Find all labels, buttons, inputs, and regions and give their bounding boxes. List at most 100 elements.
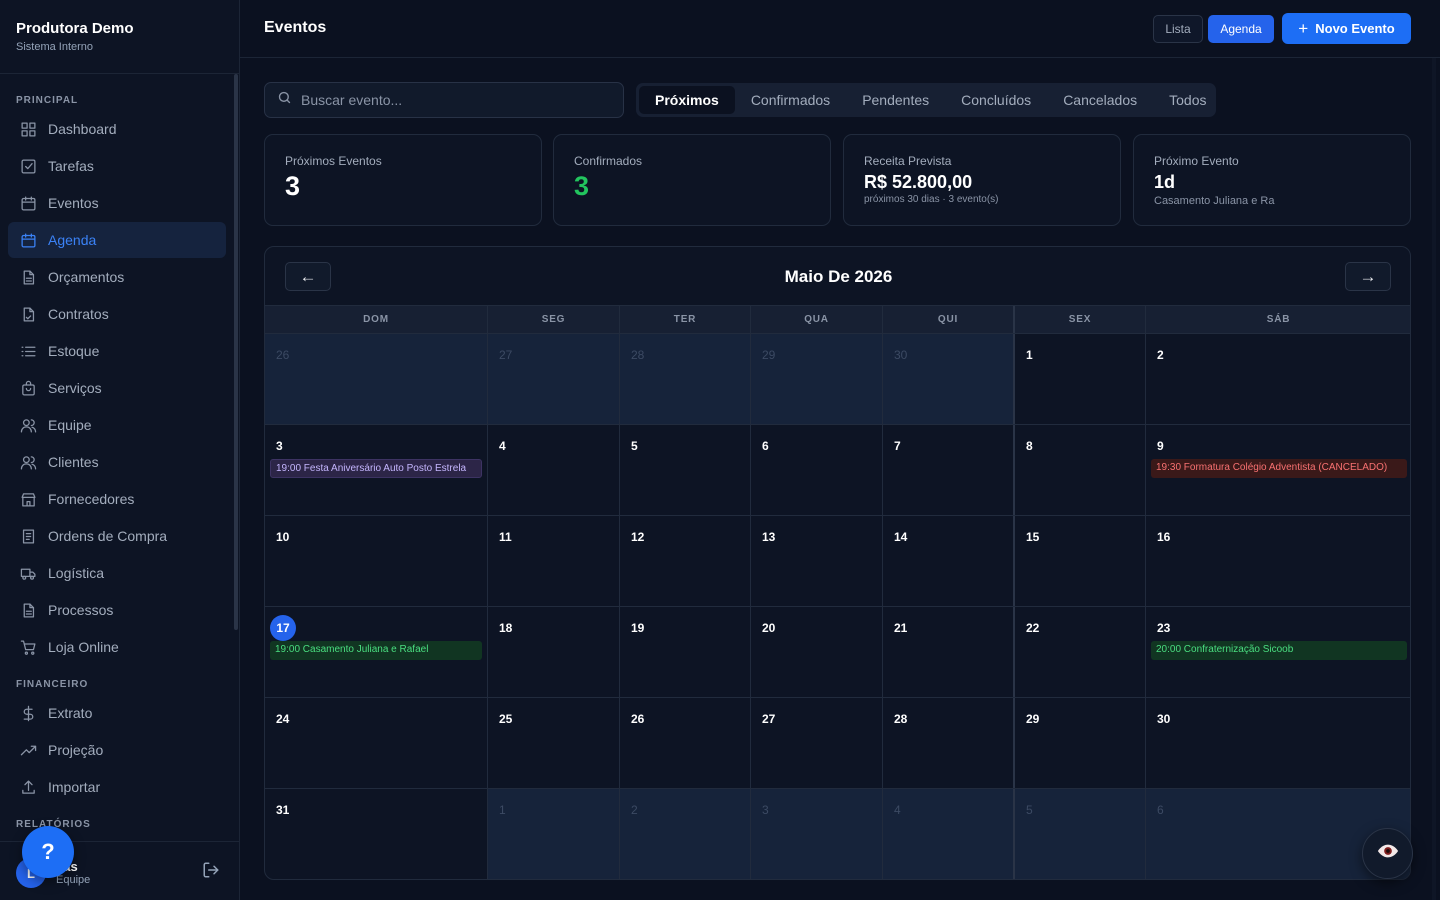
- day-number: 29: [762, 348, 776, 362]
- sidebar-item-processos[interactable]: Processos: [8, 592, 226, 628]
- calendar-icon: [20, 195, 37, 212]
- weekday-label: QUI: [883, 306, 1015, 333]
- calendar-day[interactable]: 26: [265, 334, 488, 424]
- plus-icon: +: [1298, 19, 1309, 38]
- next-month-button[interactable]: →: [1345, 262, 1391, 291]
- calendar-day[interactable]: 1: [1015, 334, 1146, 424]
- sidebar-item-loja-online[interactable]: Loja Online: [8, 629, 226, 665]
- agenda-view-button[interactable]: Agenda: [1208, 15, 1274, 43]
- sidebar-item-label: Processos: [48, 602, 114, 618]
- calendar-day[interactable]: 1: [488, 789, 620, 879]
- tab-concluidos[interactable]: Concluídos: [961, 92, 1032, 108]
- calendar-day[interactable]: 26: [620, 698, 751, 788]
- calendar-day[interactable]: 24: [265, 698, 488, 788]
- calendar-day[interactable]: 3 19:00 Festa Aniversário Auto Posto Estr…: [265, 425, 488, 515]
- calendar-day[interactable]: 3: [751, 789, 883, 879]
- new-event-button[interactable]: + Novo Evento: [1282, 13, 1411, 44]
- calendar-day[interactable]: 4: [488, 425, 620, 515]
- sidebar-item-tarefas[interactable]: Tarefas: [8, 148, 226, 184]
- sidebar-item-dashboard[interactable]: Dashboard: [8, 111, 226, 147]
- calendar-day[interactable]: 4: [883, 789, 1015, 879]
- sidebar-item-orcamentos[interactable]: Orçamentos: [8, 259, 226, 295]
- tab-confirmados[interactable]: Confirmados: [750, 92, 831, 108]
- users-icon: [20, 454, 37, 471]
- sidebar-item-importar[interactable]: Importar: [8, 769, 226, 805]
- calendar-day[interactable]: 30: [883, 334, 1015, 424]
- checkbox-icon: [20, 158, 37, 175]
- calendar-day[interactable]: 10: [265, 516, 488, 606]
- calendar-day[interactable]: 30: [1146, 698, 1410, 788]
- calendar-day[interactable]: 28: [620, 334, 751, 424]
- calendar-day[interactable]: 6: [751, 425, 883, 515]
- calendar-day[interactable]: 27: [488, 334, 620, 424]
- search-input[interactable]: [301, 92, 601, 108]
- calendar-day[interactable]: 2: [620, 789, 751, 879]
- day-number: 23: [1157, 621, 1171, 635]
- help-button[interactable]: ?: [22, 826, 74, 878]
- calendar-event[interactable]: 20:00 Confraternização Sicoob: [1151, 641, 1407, 660]
- sidebar-item-projecao[interactable]: Projeção: [8, 732, 226, 768]
- page-scrollbar[interactable]: [1432, 58, 1436, 900]
- visibility-button[interactable]: [1362, 828, 1413, 879]
- sidebar-item-logistica[interactable]: Logística: [8, 555, 226, 591]
- calendar-day[interactable]: 8: [1015, 425, 1146, 515]
- weekday-label: TER: [620, 306, 751, 333]
- day-number: 31: [276, 803, 290, 817]
- stat-value: 1d: [1154, 172, 1176, 192]
- calendar-day[interactable]: 5: [620, 425, 751, 515]
- stat-label: Próximo Evento: [1154, 154, 1239, 168]
- calendar-day[interactable]: 29: [1015, 698, 1146, 788]
- calendar-day[interactable]: 22: [1015, 607, 1146, 697]
- stat-note: Casamento Juliana e Ra: [1154, 195, 1275, 207]
- calendar-day[interactable]: 25: [488, 698, 620, 788]
- calendar-event[interactable]: 19:00 Festa Aniversário Auto Posto Estre…: [270, 459, 482, 478]
- list-view-button[interactable]: Lista: [1153, 15, 1203, 43]
- page-title: Eventos: [264, 19, 327, 36]
- calendar-day[interactable]: 18: [488, 607, 620, 697]
- tab-proximos[interactable]: Próximos: [639, 86, 735, 114]
- sidebar-item-servicos[interactable]: Serviços: [8, 370, 226, 406]
- sidebar-item-equipe[interactable]: Equipe: [8, 407, 226, 443]
- calendar-day[interactable]: 20: [751, 607, 883, 697]
- calendar-day[interactable]: 15: [1015, 516, 1146, 606]
- calendar-day[interactable]: 21: [883, 607, 1015, 697]
- search-icon: [277, 90, 301, 110]
- sidebar-scrollbar[interactable]: [234, 74, 238, 630]
- calendar-week: 31 1 2 3 4 5 6: [265, 789, 1410, 879]
- sidebar-item-agenda[interactable]: Agenda: [8, 222, 226, 258]
- calendar-day[interactable]: 13: [751, 516, 883, 606]
- calendar-day[interactable]: 9 19:30 Formatura Colégio Adventista (CAN…: [1146, 425, 1410, 515]
- tab-pendentes[interactable]: Pendentes: [862, 92, 930, 108]
- calendar: ← Maio De 2026 → DOM SEG TER QUA QUI SEX SÁB 26…: [264, 246, 1411, 880]
- calendar-day[interactable]: 14: [883, 516, 1015, 606]
- sidebar-item-eventos[interactable]: Eventos: [8, 185, 226, 221]
- calendar-day[interactable]: 16: [1146, 516, 1410, 606]
- calendar-day[interactable]: 29: [751, 334, 883, 424]
- day-number: 16: [1157, 530, 1171, 544]
- sidebar-nav: PRINCIPAL FINANCEIRO RELATÓRIOS Dashboar…: [0, 74, 240, 841]
- logout-icon[interactable]: [202, 861, 220, 879]
- calendar-event[interactable]: 19:00 Casamento Juliana e Rafael: [270, 641, 482, 660]
- calendar-day[interactable]: 23 20:00 Confraternização Sicoob: [1146, 607, 1410, 697]
- calendar-day[interactable]: 11: [488, 516, 620, 606]
- prev-month-button[interactable]: ←: [285, 262, 331, 291]
- calendar-day[interactable]: 5: [1015, 789, 1146, 879]
- sidebar-item-contratos[interactable]: Contratos: [8, 296, 226, 332]
- sidebar-item-estoque[interactable]: Estoque: [8, 333, 226, 369]
- tab-cancelados[interactable]: Cancelados: [1063, 92, 1138, 108]
- calendar-day[interactable]: 31: [265, 789, 488, 879]
- calendar-event[interactable]: 19:30 Formatura Colégio Adventista (CANC…: [1151, 459, 1407, 478]
- calendar-day[interactable]: 12: [620, 516, 751, 606]
- calendar-day[interactable]: 17 19:00 Casamento Juliana e Rafael: [265, 607, 488, 697]
- calendar-day[interactable]: 27: [751, 698, 883, 788]
- calendar-day[interactable]: 19: [620, 607, 751, 697]
- calendar-day[interactable]: 7: [883, 425, 1015, 515]
- sidebar-item-extrato[interactable]: Extrato: [8, 695, 226, 731]
- calendar-day[interactable]: 2: [1146, 334, 1410, 424]
- sidebar-item-clientes[interactable]: Clientes: [8, 444, 226, 480]
- search-box[interactable]: [264, 82, 624, 118]
- sidebar-item-fornecedores[interactable]: Fornecedores: [8, 481, 226, 517]
- tab-todos[interactable]: Todos: [1169, 92, 1207, 108]
- sidebar-item-ordens-de-compra[interactable]: Ordens de Compra: [8, 518, 226, 554]
- calendar-day[interactable]: 28: [883, 698, 1015, 788]
